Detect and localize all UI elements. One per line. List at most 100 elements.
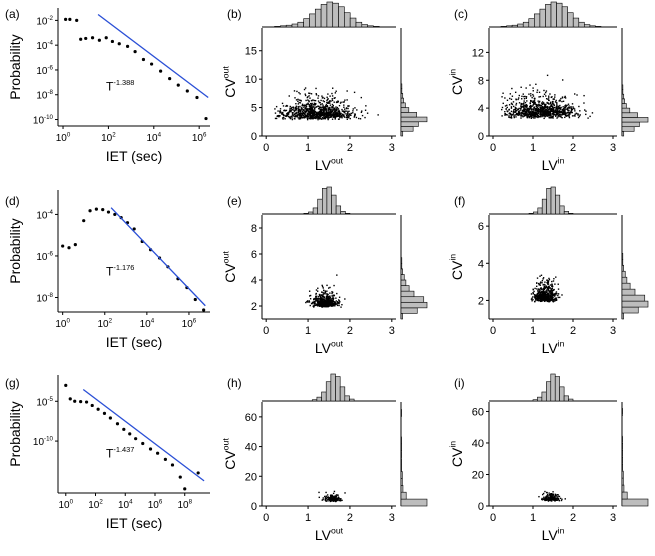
scatter-point (545, 110, 547, 112)
scatter-point (544, 105, 546, 107)
scatter-point (326, 301, 328, 303)
scatter-point (328, 303, 331, 306)
top-hist-bar (556, 2, 563, 28)
scatter-point (287, 112, 289, 114)
scatter-point (513, 115, 515, 118)
scatter-point (316, 290, 319, 292)
scatter-point (510, 98, 513, 100)
panel-label-e: (e) (227, 194, 242, 208)
data-point (163, 457, 167, 461)
scatter-point (544, 91, 547, 94)
x-tick-label: 1 (305, 142, 311, 154)
scatter-point (551, 101, 554, 103)
scatter-point (553, 498, 556, 500)
scatter-point (524, 113, 527, 116)
scatter-point (334, 118, 336, 120)
scatter-point (541, 300, 543, 302)
x-tick-label: 3 (610, 142, 616, 154)
scatter-point (329, 109, 332, 111)
scatter-point (557, 498, 559, 500)
scatter-point (552, 116, 554, 118)
scatter-point (299, 105, 301, 108)
scatter-point (560, 114, 563, 116)
scatter-point (341, 110, 344, 112)
scatter-point (543, 291, 545, 293)
scatter-point (541, 114, 544, 117)
scatter-point (333, 499, 336, 501)
x-tick-label: 1 (530, 325, 536, 337)
scatter-point (555, 298, 558, 301)
scatter-point (328, 116, 330, 119)
scatter-point (327, 93, 329, 95)
scatter-point (307, 109, 309, 111)
right-hist-bar (400, 116, 428, 123)
scatter-point (317, 300, 319, 303)
right-hist-bar (400, 97, 404, 104)
scatter-point (556, 117, 558, 119)
scatter-point (347, 116, 350, 119)
scatter-point (549, 497, 551, 499)
scatter-point (564, 106, 567, 109)
scatter-point (324, 113, 327, 115)
scatter-point (520, 109, 522, 111)
scatter-point (324, 305, 327, 308)
scatter-point (556, 494, 559, 496)
top-hist-bar (539, 8, 546, 28)
scatter-point (297, 100, 299, 103)
scatter-point (309, 117, 312, 119)
right-hist-bar (621, 435, 623, 444)
scatter-point (558, 499, 561, 502)
scatter-point (317, 118, 319, 121)
scatter-point (551, 494, 554, 496)
scatter-point (522, 103, 525, 105)
scatter-point (331, 304, 333, 306)
scatter-point (283, 109, 285, 112)
scatter-point (568, 114, 570, 117)
scatter-point (294, 106, 297, 109)
scatter-points (305, 274, 346, 308)
scatter-point (317, 114, 319, 116)
scatter-point (526, 100, 528, 102)
scatter-point (317, 117, 320, 119)
scatter-point (539, 291, 541, 293)
scatter-point (307, 99, 309, 101)
scatter-point (561, 108, 564, 111)
scatter-point (294, 108, 297, 110)
x-tick-label: 102 (88, 499, 103, 512)
scatter-point (310, 104, 312, 107)
top-hist-bar (506, 25, 513, 28)
scatter-point (333, 109, 335, 111)
scatter-point (525, 112, 527, 115)
scatter-point (324, 293, 326, 295)
scatter-point (541, 101, 544, 103)
right-hist-bar (400, 121, 419, 127)
scatter-point (336, 112, 339, 114)
scatter-point (540, 110, 543, 112)
data-point (141, 57, 146, 62)
scatter-point (533, 108, 535, 111)
scatter-point (516, 114, 518, 116)
scatter-point (306, 300, 309, 302)
scatter-point (322, 100, 324, 102)
right-hist-bar (621, 491, 628, 500)
scatter-point (291, 118, 294, 121)
scatter-point (321, 284, 323, 287)
scatter-point (536, 277, 539, 279)
scatter-point (328, 498, 331, 501)
scatter-point (332, 112, 335, 114)
scatter-point (541, 107, 543, 109)
y-tick-label: 10-10 (33, 114, 54, 127)
scatter-point (310, 110, 312, 112)
scatter-point (330, 298, 332, 300)
scatter-point (535, 285, 538, 288)
scatter-point (315, 297, 318, 300)
scatter-point (533, 102, 535, 105)
scatter-point (517, 114, 520, 116)
scatter-point (338, 296, 341, 298)
data-point (202, 308, 206, 312)
scatter-point (577, 113, 579, 115)
scatter-point (501, 106, 504, 109)
data-point (178, 475, 182, 479)
scatter-point (319, 102, 321, 104)
right-hist-bar (621, 312, 624, 320)
